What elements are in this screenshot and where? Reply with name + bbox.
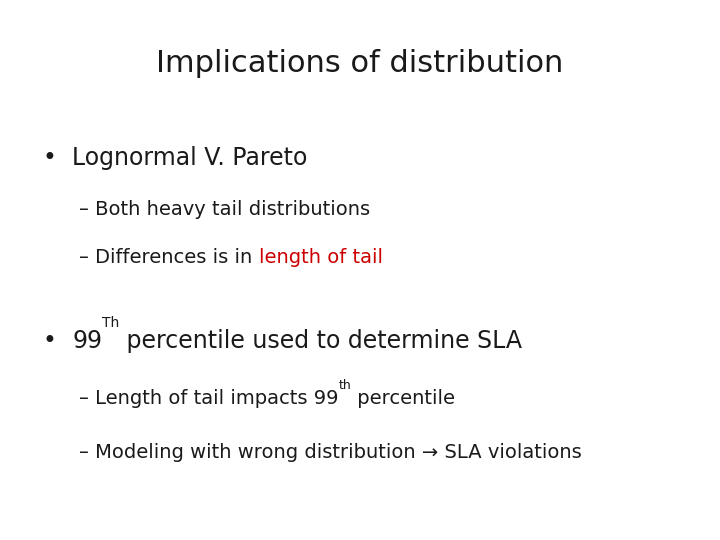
Text: percentile: percentile <box>351 389 456 408</box>
Text: •: • <box>43 329 72 353</box>
Text: •  Lognormal V. Pareto: • Lognormal V. Pareto <box>43 146 307 170</box>
Text: length of tail: length of tail <box>258 248 383 267</box>
Text: th: th <box>338 379 351 392</box>
Text: – Modeling with wrong distribution → SLA violations: – Modeling with wrong distribution → SLA… <box>79 443 582 462</box>
Text: – Length of tail impacts 99: – Length of tail impacts 99 <box>79 389 338 408</box>
Text: percentile used to determine SLA: percentile used to determine SLA <box>120 329 522 353</box>
Text: – Differences is in: – Differences is in <box>79 248 258 267</box>
Text: 99: 99 <box>72 329 102 353</box>
Text: Th: Th <box>102 316 120 330</box>
Text: Implications of distribution: Implications of distribution <box>156 49 564 78</box>
Text: – Both heavy tail distributions: – Both heavy tail distributions <box>79 200 370 219</box>
